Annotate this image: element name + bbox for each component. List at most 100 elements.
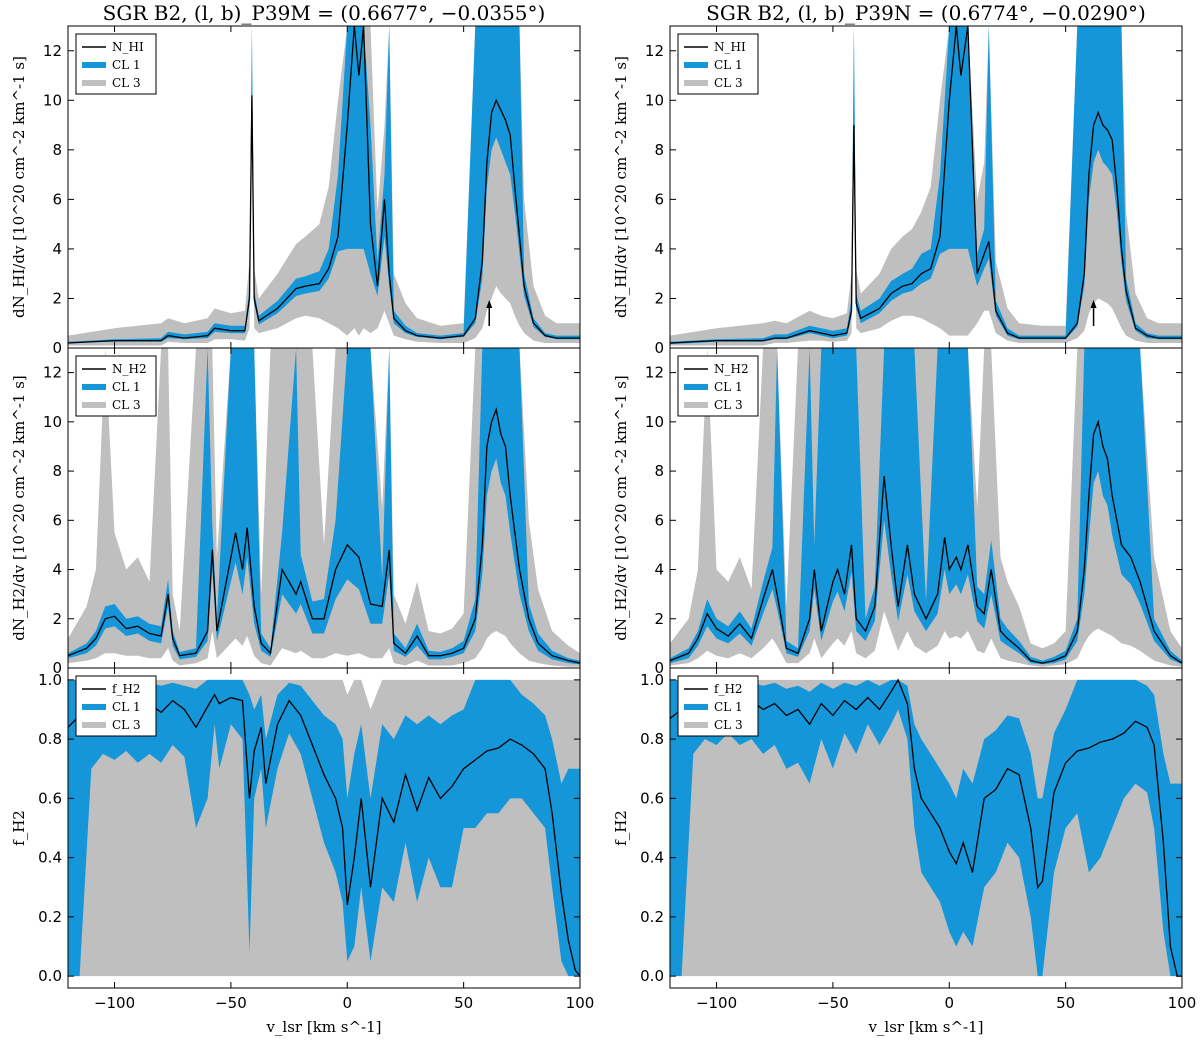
y-tick-label: 6 — [654, 511, 664, 529]
series-line-f-h2 — [68, 693, 580, 977]
y-tick-label: 0 — [52, 339, 62, 357]
legend-label: CL 1 — [112, 58, 141, 72]
x-axis-label: v_lsr [km s^-1] — [265, 1018, 381, 1036]
y-tick-label: 6 — [52, 190, 62, 208]
y-tick-label: 0.6 — [640, 789, 664, 807]
panel-f-h2: 0.0 0.2 0.4 0.6 0.8 1.0 f_H2 f_H2 CL 1 CL 3 — [612, 667, 1183, 989]
series-line-n-hi — [68, 26, 580, 344]
y-tick-label: 12 — [43, 364, 62, 382]
y-tick-label: 12 — [645, 364, 664, 382]
y-tick-label: 0.4 — [640, 849, 664, 867]
y-tick-label: 12 — [43, 42, 62, 60]
y-tick-label: 0.0 — [38, 967, 62, 985]
legend: f_H2 CL 1 CL 3 — [677, 675, 759, 737]
legend: N_H2 CL 1 CL 3 — [75, 355, 157, 417]
y-axis-label: f_H2 — [612, 810, 630, 846]
x-tick-label: 50 — [454, 994, 473, 1012]
y-tick-label: 2 — [52, 610, 62, 628]
legend-label: CL 3 — [112, 76, 141, 90]
series-line-n-h2 — [670, 419, 1182, 664]
panel-frame — [67, 667, 581, 989]
x-tick-label: 50 — [1056, 994, 1075, 1012]
y-tick-label: 4 — [52, 240, 62, 258]
x-axis-label: v_lsr [km s^-1] — [867, 1018, 983, 1036]
y-tick-label: 2 — [654, 610, 664, 628]
panel-n-hi: 0 2 4 6 8 10 12 dN_HI/dv [10^20 cm^-2 km^-1 s] N… — [612, 25, 1183, 357]
y-tick-label: 10 — [43, 91, 62, 109]
y-tick-label: 1.0 — [640, 671, 664, 689]
panel-frame — [669, 667, 1183, 989]
y-tick-label: 10 — [645, 91, 664, 109]
y-tick-label: 4 — [52, 561, 62, 579]
y-tick-label: 0.0 — [640, 967, 664, 985]
y-tick-label: 0.6 — [38, 789, 62, 807]
series-line-f-h2 — [670, 678, 1182, 977]
legend-label: CL 1 — [714, 58, 743, 72]
y-tick-label: 0.2 — [38, 908, 62, 926]
legend-label: CL 1 — [112, 700, 141, 714]
panel-n-h2: 0 2 4 6 8 10 12 dN_H2/dv [10^20 cm^-2 km^-1 s] N… — [10, 347, 581, 677]
chart-title: SGR B2, (l, b)_P39N = (0.6774°, −0.0290°… — [706, 1, 1146, 25]
x-tick-label: −100 — [696, 994, 737, 1012]
y-tick-label: 8 — [654, 462, 664, 480]
legend: N_HI CL 1 CL 3 — [677, 33, 759, 95]
x-tick-label: −50 — [817, 994, 849, 1012]
cl1-band — [670, 679, 1182, 977]
y-tick-label: 0 — [654, 659, 664, 677]
cl3-band — [670, 348, 1182, 667]
cl3-band — [68, 348, 580, 667]
y-tick-label: 8 — [52, 462, 62, 480]
legend-label: CL 1 — [112, 380, 141, 394]
y-axis-label: dN_HI/dv [10^20 cm^-2 km^-1 s] — [612, 56, 630, 318]
legend: N_H2 CL 1 CL 3 — [677, 355, 759, 417]
cl1-band — [670, 26, 1182, 345]
panel-n-hi: 0 2 4 6 8 10 12 dN_HI/dv [10^20 cm^-2 km^-1 s] N… — [10, 25, 581, 357]
legend-label: CL 3 — [714, 398, 743, 412]
y-tick-label: 6 — [52, 511, 62, 529]
y-tick-label: 0 — [52, 659, 62, 677]
velocity-arrow-head — [1090, 300, 1097, 308]
y-tick-label: 12 — [645, 42, 664, 60]
y-tick-label: 4 — [654, 240, 664, 258]
y-tick-label: 8 — [654, 141, 664, 159]
cl1-band — [670, 348, 1182, 665]
chart-title: SGR B2, (l, b)_P39M = (0.6677°, −0.0355°… — [103, 1, 546, 25]
legend-label: N_H2 — [112, 362, 147, 376]
x-tick-label: −50 — [215, 994, 247, 1012]
y-tick-label: 0.8 — [640, 730, 664, 748]
y-tick-label: 0.4 — [38, 849, 62, 867]
y-axis-label: f_H2 — [10, 810, 28, 846]
legend-label: f_H2 — [112, 682, 141, 696]
y-tick-label: 1.0 — [38, 671, 62, 689]
velocity-arrow-head — [486, 300, 493, 308]
y-tick-label: 2 — [52, 289, 62, 307]
legend-label: N_HI — [112, 40, 144, 54]
chart-1: SGR B2, (l, b)_P39M = (0.6677°, −0.0355°… — [10, 1, 594, 1036]
legend-label: CL 3 — [714, 718, 743, 732]
panel-f-h2: 0.0 0.2 0.4 0.6 0.8 1.0 f_H2 f_H2 CL 1 CL 3 — [10, 667, 581, 989]
y-tick-label: 4 — [654, 561, 664, 579]
legend-label: CL 3 — [112, 398, 141, 412]
x-tick-label: 0 — [342, 994, 352, 1012]
chart-2: SGR B2, (l, b)_P39N = (0.6774°, −0.0290°… — [612, 1, 1196, 1036]
legend: N_HI CL 1 CL 3 — [75, 33, 157, 95]
cl1-band — [68, 679, 580, 977]
cl1-band — [68, 348, 580, 665]
y-tick-label: 0.8 — [38, 730, 62, 748]
legend-label: CL 1 — [714, 380, 743, 394]
y-tick-label: 0.2 — [640, 908, 664, 926]
y-tick-label: 10 — [645, 413, 664, 431]
y-tick-label: 2 — [654, 289, 664, 307]
x-tick-label: 100 — [1168, 994, 1197, 1012]
y-axis-label: dN_H2/dv [10^20 cm^-2 km^-1 s] — [10, 375, 28, 641]
legend-label: CL 3 — [112, 718, 141, 732]
y-axis-label: dN_HI/dv [10^20 cm^-2 km^-1 s] — [10, 56, 28, 318]
y-tick-label: 10 — [43, 413, 62, 431]
legend-label: N_H2 — [714, 362, 749, 376]
legend-label: CL 1 — [714, 700, 743, 714]
x-tick-label: 0 — [944, 994, 954, 1012]
series-line-n-hi — [670, 26, 1182, 344]
y-axis-label: dN_H2/dv [10^20 cm^-2 km^-1 s] — [612, 375, 630, 641]
x-tick-label: 100 — [566, 994, 595, 1012]
